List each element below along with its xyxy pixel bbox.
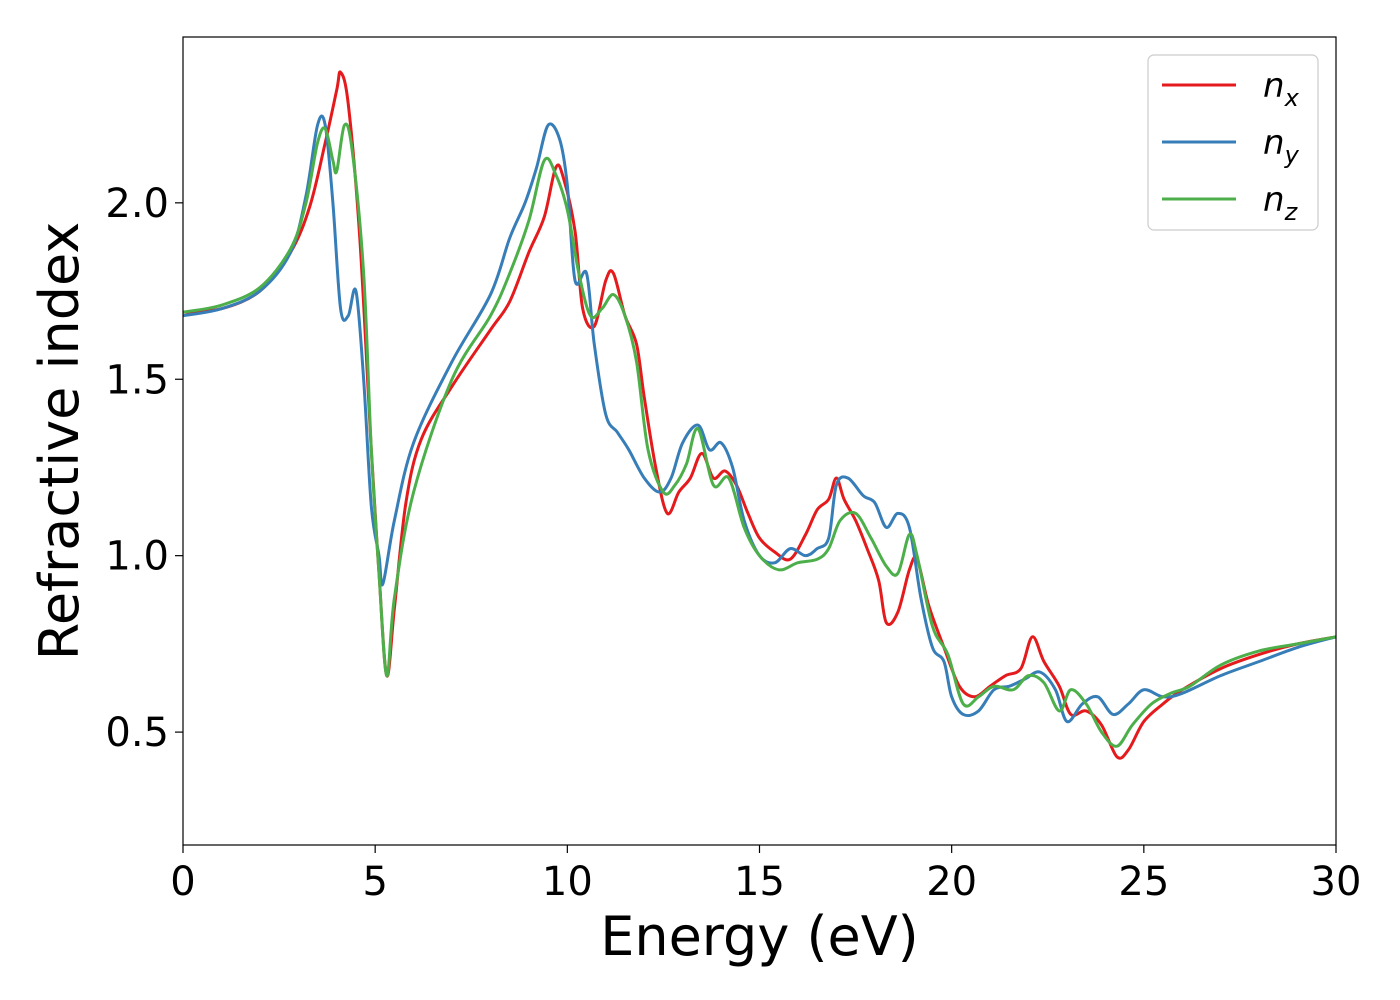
x-tick-label: 5 (362, 859, 387, 905)
x-tick-label: 30 (1311, 859, 1362, 905)
series-layer (183, 70, 1336, 760)
x-tick-label: 10 (542, 859, 593, 905)
x-axis-title: Energy (eV) (600, 905, 919, 968)
legend-label-nz: nz (1263, 180, 1299, 226)
y-tick-label: 2.0 (105, 181, 169, 227)
y-tick-label: 0.5 (105, 710, 169, 756)
y-tick-label: 1.5 (105, 357, 169, 403)
x-tick-label: 25 (1118, 859, 1169, 905)
series-line-ny (183, 114, 1336, 724)
y-tick-label: 1.0 (105, 534, 169, 580)
y-axis-title: Refractive index (28, 222, 91, 661)
x-tick-label: 15 (734, 859, 785, 905)
x-tick-label: 20 (926, 859, 977, 905)
y-axis: 0.5 1.0 1.5 2.0 (105, 181, 183, 756)
legend-label-nx: nx (1263, 66, 1300, 112)
legend-label-ny: ny (1263, 123, 1300, 169)
legend: nx ny nz (1147, 54, 1319, 231)
series-line-nz (183, 122, 1336, 748)
x-tick-label: 0 (170, 859, 195, 905)
x-axis: 0 5 10 15 20 25 30 (170, 845, 1361, 905)
